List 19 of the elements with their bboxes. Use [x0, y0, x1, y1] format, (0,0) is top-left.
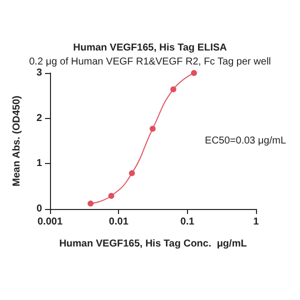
x-tick-label: 0.01: [108, 216, 129, 228]
point: [190, 70, 197, 76]
point: [170, 86, 176, 92]
annotation: EC50=0.03 μg/mL: [204, 136, 286, 146]
y-tick-label: 1: [36, 158, 42, 170]
x-axis-title: Human VEGF165, His Tag Conc. μg/mL: [59, 238, 247, 250]
point: [88, 200, 94, 207]
point: [150, 126, 156, 132]
chart-title: Human VEGF165, His Tag ELISA: [73, 42, 227, 54]
y-tick-label: 0: [36, 204, 42, 214]
y-axis-title: Mean Abs. (OD450): [12, 96, 22, 186]
point: [128, 170, 135, 176]
y-tick-label: 3: [36, 68, 42, 78]
x-tick-label: 0.001: [37, 216, 63, 228]
chart-subtitle: 0.2 μg of Human VEGF R1&VEGF R2, Fc Tag per well: [29, 56, 271, 68]
y-tick-label: 2: [36, 112, 42, 124]
x-tick-label: 1: [253, 216, 260, 228]
x-tick-label: 0.1: [180, 216, 195, 228]
point: [108, 192, 114, 199]
